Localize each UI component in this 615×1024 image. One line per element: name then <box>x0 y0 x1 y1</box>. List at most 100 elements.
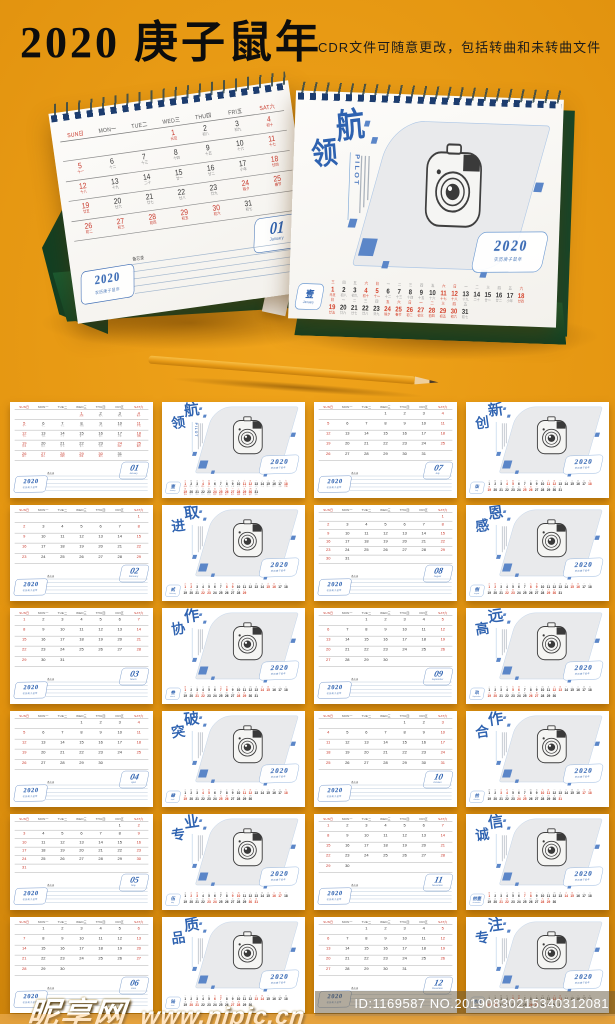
strip-day-number: 18 <box>588 894 592 898</box>
day-cell: 15 <box>433 530 452 538</box>
day-cell: 7 <box>376 729 395 739</box>
day-cell: 26 <box>395 852 414 862</box>
day-cell <box>357 719 376 729</box>
strip-day-number: 11 <box>546 482 551 486</box>
blue-square-decoration <box>506 723 511 727</box>
day-number: 1 <box>441 513 444 519</box>
strip-weekday: 日 <box>577 583 579 586</box>
day-number: 27 <box>402 547 407 553</box>
day-cell: 25 <box>319 759 338 769</box>
strip-lunar: 廿九 <box>373 312 380 317</box>
day-number: 7 <box>137 616 140 622</box>
date-strip-cell: 四 9 十五 <box>230 480 235 487</box>
date-strip-cell: 二 17 <box>277 686 282 691</box>
date-strip-cell: 日 10 <box>236 892 241 897</box>
year-logo-sub: 农历庚子鼠年 <box>326 898 342 901</box>
date-strip-cell: 一 10 <box>540 583 545 588</box>
day-number: 19 <box>21 440 27 446</box>
day-number: 23 <box>383 646 388 652</box>
strip-weekday: 一 <box>184 995 187 998</box>
strip-weekday: 日 <box>261 995 264 998</box>
week-row: 1 <box>318 513 453 522</box>
day-cell: 5 十一 <box>15 420 34 430</box>
strip-weekday: 三 <box>571 480 574 483</box>
month-cn-badge: 壹 January <box>293 283 325 311</box>
day-cell: 22 <box>319 852 338 862</box>
day-cell: 15 <box>72 739 91 749</box>
strip-weekday: 三 <box>267 789 270 792</box>
day-number: 22 <box>364 646 369 652</box>
date-strip-cell: 五 20 <box>493 898 498 903</box>
day-number: 2 <box>99 410 102 416</box>
strip-day-number: 5 <box>208 791 210 795</box>
strip-day-number: 15 <box>570 482 574 486</box>
strip-weekday: 四 <box>208 488 210 491</box>
day-number: 21 <box>21 955 27 961</box>
month-name: September <box>472 695 481 698</box>
day-cell: 5 <box>53 830 72 838</box>
strip-day-number: 13 <box>254 997 259 1001</box>
strip-weekday: 一 <box>553 789 556 792</box>
date-strip-cell: 六 30 <box>248 898 253 903</box>
strip-day-number: 6 <box>517 585 520 589</box>
day-cell: 25 <box>53 553 72 563</box>
strip-day-number: 2 <box>494 894 497 898</box>
day-cell: 3 <box>15 830 34 838</box>
date-strip-cell: 四 25 <box>218 1001 223 1006</box>
day-cell: 29 <box>110 856 129 864</box>
day-cell: 10 <box>433 729 452 739</box>
strip-weekday: 二 <box>255 692 258 695</box>
date-strip-cell: 五 10 <box>540 480 545 485</box>
date-strip-cell: 二 17 <box>581 892 586 897</box>
year-badge-sub: 农历庚子鼠年 <box>493 257 523 263</box>
blue-square-decoration <box>594 741 600 746</box>
day-cell: 24 <box>15 856 34 864</box>
strip-weekday: 五 <box>261 583 264 586</box>
day-cell: 23 <box>319 547 338 555</box>
date-strip-cell: 六 22 <box>504 589 509 594</box>
strip-weekday: 日 <box>523 795 526 798</box>
strip-day-number: 20 <box>189 900 193 904</box>
strip-lunar: 廿五 <box>328 310 336 316</box>
day-cell: 25 <box>91 955 110 965</box>
day-number: 16 <box>98 430 103 436</box>
day-number: 13 <box>41 739 46 745</box>
date-strip-cell: 二 25 <box>218 589 223 594</box>
day-number: 7 <box>61 729 64 735</box>
day-number: 14 <box>364 430 369 436</box>
strip-day-number: 6 <box>213 688 216 692</box>
strip-weekday: 二 <box>219 789 222 792</box>
strip-weekday: 五 <box>237 589 240 592</box>
memo-label: 备忘录 <box>351 575 359 578</box>
thumbnail-des-11: 信诚 2020 农历庚子鼠年 拾壹 November 日 1 一 2 二 3 三 4 四 5 五 6 六 7 日 8 一 9… <box>466 814 609 910</box>
day-cell <box>15 822 34 830</box>
day-number: 3 <box>403 925 406 931</box>
weekday-label: SAT六 <box>134 405 144 409</box>
strip-day-number: 20 <box>493 900 497 904</box>
strip-weekday: 四 <box>243 995 246 998</box>
date-strip-cell: 四 12 <box>248 686 253 691</box>
day-cell: 1 <box>110 822 129 830</box>
day-number: 28 <box>60 451 65 456</box>
date-strip-cell: 一 27 <box>534 486 539 491</box>
strip-weekday: 五 <box>213 686 216 689</box>
strip-day-number: 28 <box>236 591 241 595</box>
strip-day-number: 18 <box>588 791 592 795</box>
strip-day-number: 30 <box>248 490 253 494</box>
day-number: 2 <box>61 925 64 931</box>
date-strip-cell: 一 12 <box>552 789 557 794</box>
day-cell <box>414 965 433 975</box>
day-number: 21 <box>345 646 350 652</box>
day-cell: 3 <box>414 410 433 420</box>
strip-day-number: 16 <box>576 585 580 589</box>
strip-day-number: 27 <box>534 591 539 595</box>
day-number: 5 <box>403 822 406 828</box>
strip-weekday: 三 <box>219 692 222 695</box>
strip-weekday: 日 <box>535 583 538 586</box>
day-number: 19 <box>79 543 84 549</box>
